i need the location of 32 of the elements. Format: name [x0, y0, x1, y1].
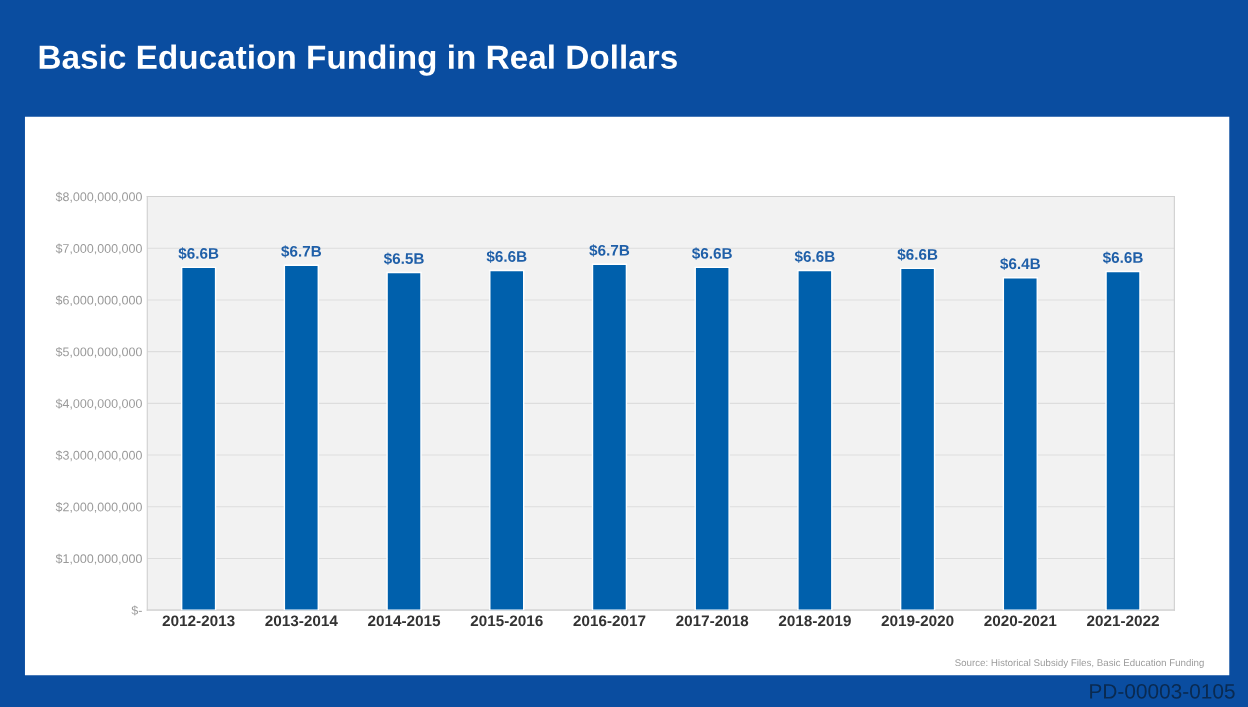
x-tick-label: 2015-2016	[470, 615, 543, 627]
x-tick-label: 2017-2018	[676, 615, 749, 627]
x-tick-label: 2013-2014	[265, 615, 338, 627]
x-tick-label: 2014-2015	[368, 615, 441, 627]
data-label: $6.6B	[1102, 251, 1143, 264]
y-tick-label: $8,000,000,000	[55, 191, 142, 203]
data-label: $6.6B	[178, 247, 219, 260]
x-tick-label: 2020-2021	[984, 615, 1057, 627]
text: PD-00003-0105	[1090, 683, 1235, 699]
source-note: Source: Historical Subsidy Files, Basic Education Funding	[955, 658, 1204, 669]
y-tick-label: $3,000,000,000	[55, 450, 142, 462]
x-tick-label: 2019-2020	[881, 615, 954, 627]
chart-title: Basic Education Funding in Real Dollars	[39, 44, 677, 76]
y-tick-label: $-	[131, 605, 142, 616]
y-tick-label: $2,000,000,000	[55, 502, 142, 513]
x-tick-label: 2018-2019	[778, 615, 851, 627]
y-tick-label: $4,000,000,000	[55, 398, 142, 410]
data-label: $6.6B	[794, 250, 835, 263]
data-label: $6.5B	[383, 252, 424, 265]
data-label: $6.7B	[589, 244, 630, 257]
data-label: $6.6B	[486, 250, 527, 263]
x-tick-label: 2021-2022	[1087, 615, 1159, 627]
y-tick-label: $5,000,000,000	[55, 346, 142, 358]
x-tick-label: 2016-2017	[573, 615, 646, 627]
data-label: $6.4B	[1000, 257, 1040, 271]
y-tick-label: $6,000,000,000	[55, 295, 142, 307]
y-tick-label: $1,000,000,000	[55, 553, 142, 565]
data-label: $6.7B	[281, 245, 322, 258]
data-label: $6.6B	[691, 247, 732, 260]
y-tick-label: $7,000,000,000	[55, 243, 142, 255]
data-label: $6.6B	[897, 248, 938, 261]
x-tick-label: 2012-2013	[162, 615, 235, 627]
